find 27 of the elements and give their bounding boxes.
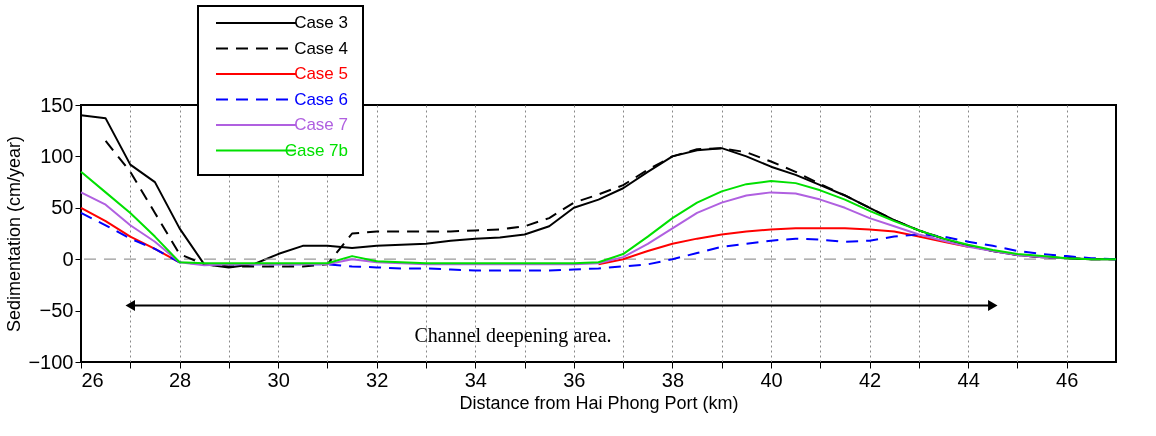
x-tick-label: 32	[366, 368, 389, 391]
legend-label: Case 6	[294, 89, 348, 109]
x-tick-label: 46	[1056, 368, 1079, 391]
x-tick-label: 38	[661, 368, 685, 391]
x-tick-label: 40	[760, 368, 783, 391]
y-tick-label: 150	[40, 93, 74, 116]
x-tick-label: 42	[858, 368, 882, 391]
x-tick-label: 44	[957, 368, 980, 391]
y-tick-label: 100	[40, 144, 74, 167]
x-tick-label: 30	[267, 368, 290, 391]
x-tick-label: 26	[81, 368, 104, 391]
legend-label: Case 3	[294, 13, 348, 32]
x-tick-label: 34	[464, 368, 487, 391]
y-tick-label: 50	[51, 196, 74, 219]
legend-label: Case 4	[294, 38, 348, 58]
y-tick-label: −50	[39, 299, 74, 322]
legend-label: Case 7	[294, 115, 348, 134]
y-tick-label: 0	[62, 247, 74, 270]
y-axis-title: Sedimentation (cm/year)	[4, 135, 25, 333]
x-tick-label: 36	[563, 368, 586, 391]
line-series	[80, 170, 1117, 265]
legend-label: Case 5	[294, 64, 348, 83]
x-axis-title: Distance from Hai Phong Port (km)	[459, 392, 739, 413]
text: Case 7b	[284, 140, 348, 160]
y-tick-label: −100	[28, 350, 74, 373]
annotation: Channel deepening area.	[414, 324, 612, 347]
x-tick-label: 28	[168, 368, 192, 391]
